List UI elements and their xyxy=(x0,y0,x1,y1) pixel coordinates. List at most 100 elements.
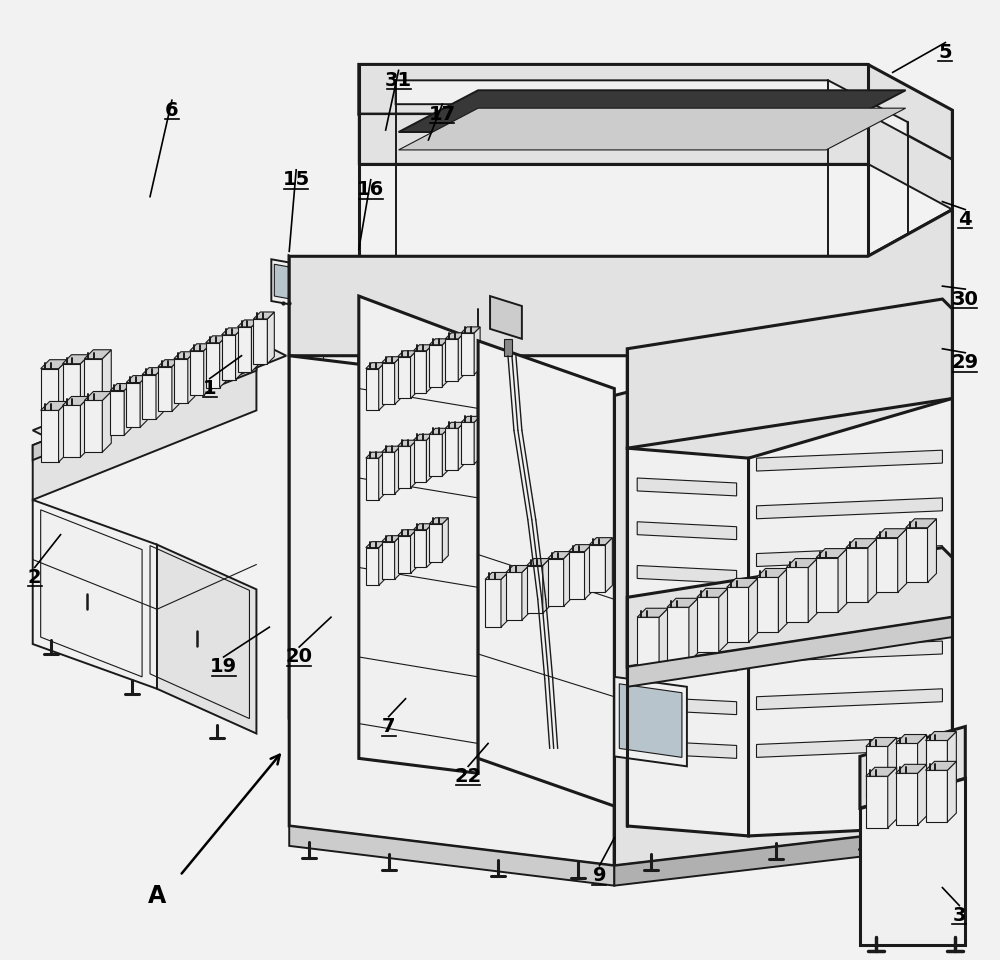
Polygon shape xyxy=(445,333,464,339)
Polygon shape xyxy=(637,565,737,584)
Polygon shape xyxy=(41,369,59,420)
Polygon shape xyxy=(80,355,89,416)
Polygon shape xyxy=(411,350,416,398)
Polygon shape xyxy=(816,558,838,612)
Polygon shape xyxy=(445,422,464,428)
Text: 1: 1 xyxy=(203,379,217,398)
Polygon shape xyxy=(627,617,952,686)
Polygon shape xyxy=(382,357,401,363)
Polygon shape xyxy=(33,356,256,460)
Polygon shape xyxy=(429,339,448,345)
Polygon shape xyxy=(866,767,897,777)
Polygon shape xyxy=(461,333,474,374)
Polygon shape xyxy=(426,434,432,482)
Polygon shape xyxy=(898,529,907,592)
Polygon shape xyxy=(757,568,787,577)
Text: 30: 30 xyxy=(952,290,979,308)
Polygon shape xyxy=(667,598,698,608)
Polygon shape xyxy=(757,688,942,709)
Text: 3: 3 xyxy=(953,906,966,925)
Polygon shape xyxy=(414,350,426,393)
Polygon shape xyxy=(627,547,952,667)
Polygon shape xyxy=(174,351,195,359)
Polygon shape xyxy=(442,339,448,387)
Polygon shape xyxy=(757,498,942,518)
Polygon shape xyxy=(926,761,956,770)
Polygon shape xyxy=(359,114,952,209)
Polygon shape xyxy=(84,400,102,452)
Polygon shape xyxy=(506,565,529,572)
Polygon shape xyxy=(757,593,942,614)
Polygon shape xyxy=(41,411,59,462)
Polygon shape xyxy=(896,764,927,774)
Polygon shape xyxy=(757,736,942,757)
Polygon shape xyxy=(461,417,480,422)
Polygon shape xyxy=(445,339,458,380)
Polygon shape xyxy=(157,544,256,733)
Text: 29: 29 xyxy=(952,353,979,372)
Polygon shape xyxy=(382,541,395,580)
Polygon shape xyxy=(220,336,227,388)
Polygon shape xyxy=(414,530,426,567)
Polygon shape xyxy=(366,363,385,369)
Polygon shape xyxy=(366,547,379,586)
Polygon shape xyxy=(174,359,188,403)
Polygon shape xyxy=(461,327,480,333)
Polygon shape xyxy=(926,732,956,740)
Polygon shape xyxy=(888,737,897,798)
Polygon shape xyxy=(33,341,286,445)
Polygon shape xyxy=(846,547,868,602)
Polygon shape xyxy=(102,349,111,411)
Polygon shape xyxy=(860,727,965,808)
Polygon shape xyxy=(458,422,464,470)
Polygon shape xyxy=(614,826,952,886)
Polygon shape xyxy=(395,357,401,404)
Polygon shape xyxy=(398,357,411,398)
Polygon shape xyxy=(614,309,952,866)
Polygon shape xyxy=(274,264,296,300)
Polygon shape xyxy=(382,452,395,493)
Polygon shape xyxy=(637,521,737,540)
Polygon shape xyxy=(504,339,512,356)
Text: 22: 22 xyxy=(455,767,482,786)
Polygon shape xyxy=(637,609,668,617)
Polygon shape xyxy=(142,368,163,374)
Polygon shape xyxy=(63,405,80,457)
Polygon shape xyxy=(289,256,359,758)
Text: 15: 15 xyxy=(283,170,310,189)
Polygon shape xyxy=(429,434,442,476)
Polygon shape xyxy=(866,777,888,828)
Polygon shape xyxy=(414,345,432,350)
Polygon shape xyxy=(868,539,877,602)
Polygon shape xyxy=(659,609,668,672)
Polygon shape xyxy=(398,350,416,357)
Polygon shape xyxy=(896,774,918,825)
Polygon shape xyxy=(366,541,385,547)
Polygon shape xyxy=(866,747,888,798)
Polygon shape xyxy=(63,355,89,364)
Polygon shape xyxy=(158,360,179,367)
Polygon shape xyxy=(485,572,508,580)
Polygon shape xyxy=(411,530,416,573)
Polygon shape xyxy=(102,392,111,452)
Text: 19: 19 xyxy=(210,658,237,677)
Polygon shape xyxy=(506,572,522,620)
Polygon shape xyxy=(569,552,585,599)
Polygon shape xyxy=(289,356,614,866)
Polygon shape xyxy=(359,114,868,164)
Polygon shape xyxy=(398,530,416,536)
Polygon shape xyxy=(527,559,550,565)
Polygon shape xyxy=(429,517,448,524)
Polygon shape xyxy=(366,452,385,458)
Polygon shape xyxy=(896,743,918,795)
Polygon shape xyxy=(461,422,474,464)
Polygon shape xyxy=(627,448,749,836)
Polygon shape xyxy=(637,653,737,671)
Polygon shape xyxy=(253,319,267,364)
Polygon shape xyxy=(126,375,147,383)
Polygon shape xyxy=(667,608,689,662)
Polygon shape xyxy=(253,312,274,319)
Polygon shape xyxy=(637,478,737,496)
Polygon shape xyxy=(80,396,89,457)
Polygon shape xyxy=(222,328,242,335)
